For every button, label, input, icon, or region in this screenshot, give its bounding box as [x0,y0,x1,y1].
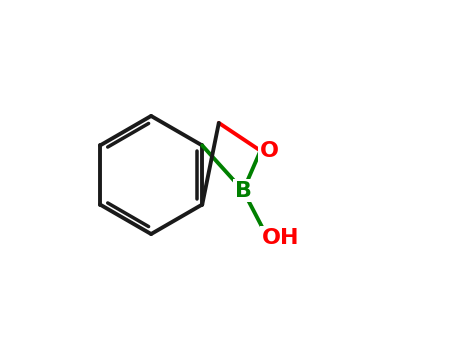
Text: O: O [260,141,278,161]
Text: OH: OH [262,228,299,247]
Text: B: B [235,181,252,201]
